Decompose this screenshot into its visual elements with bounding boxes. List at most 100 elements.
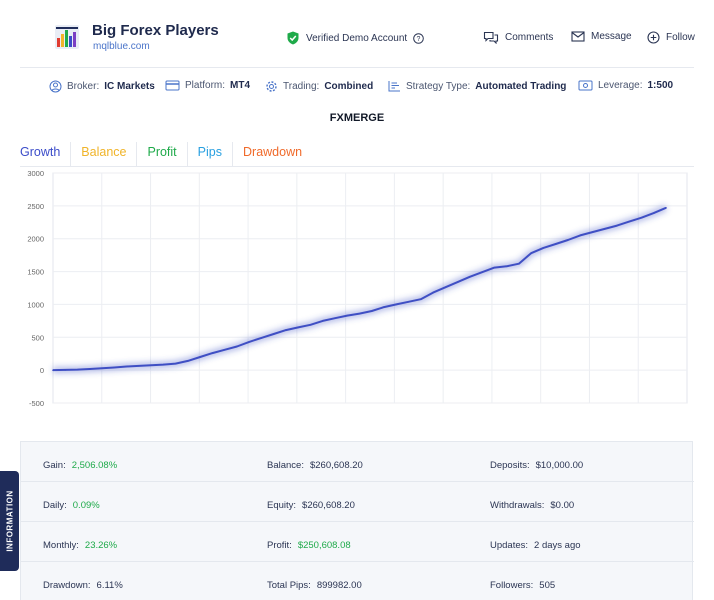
trading-label: Trading: <box>283 81 320 92</box>
tab-balance[interactable]: Balance <box>81 142 138 166</box>
withdrawals-label: Withdrawals: <box>490 500 545 511</box>
system-name: FXMERGE <box>329 112 385 124</box>
growth-data-point <box>321 320 324 322</box>
growth-data-point <box>444 286 447 289</box>
growth-data-point <box>88 368 91 370</box>
growth-data-point <box>481 271 483 274</box>
comments-label: Comments <box>505 32 554 43</box>
growth-data-point <box>603 228 606 230</box>
leverage-info: Leverage: 1:500 <box>578 80 673 91</box>
growth-data-point <box>236 345 238 348</box>
y-tick-label: 1000 <box>27 300 44 309</box>
growth-data-point <box>530 252 532 254</box>
daily-stat: Daily: 0.09% <box>43 500 100 511</box>
leverage-label: Leverage: <box>598 80 643 91</box>
growth-data-point <box>616 224 618 227</box>
growth-data-point <box>395 303 398 306</box>
growth-data-point <box>64 369 67 371</box>
drawdown-label: Drawdown: <box>43 580 91 591</box>
trading-value: Combined <box>324 81 374 92</box>
y-tick-label: 1500 <box>27 268 44 277</box>
growth-chart: -500 0 500 1000 1500 2000 2500 3000 <box>0 166 714 410</box>
header-divider <box>20 67 694 68</box>
brand-subtitle[interactable]: mqlblue.com <box>93 41 150 52</box>
growth-data-point <box>420 298 422 300</box>
growth-data-point <box>505 265 508 268</box>
plus-circle-icon <box>647 31 660 44</box>
total-pips-label: Total Pips: <box>267 580 311 591</box>
growth-data-point <box>383 306 385 308</box>
shield-check-icon <box>287 31 299 45</box>
message-button[interactable]: Message <box>571 31 632 42</box>
broker-value: IC Markets <box>104 81 155 92</box>
followers-value: 505 <box>539 580 556 591</box>
growth-data-point <box>346 314 349 317</box>
y-tick-label: 2500 <box>27 202 44 211</box>
updates-stat: Updates: 2 days ago <box>490 540 581 551</box>
chart-y-axis: -500 0 500 1000 1500 2000 2500 3000 <box>27 169 44 408</box>
growth-data-point <box>432 291 434 294</box>
help-icon[interactable]: ? <box>413 32 424 44</box>
platform-info: Platform: MT4 <box>165 80 250 91</box>
deposits-label: Deposits: <box>490 460 530 471</box>
daily-label: Daily: <box>43 500 67 511</box>
total-pips-stat: Total Pips: 899982.00 <box>267 580 362 591</box>
growth-data-point <box>309 324 312 326</box>
growth-chart-svg: -500 0 500 1000 1500 2000 2500 3000 <box>27 169 688 408</box>
growth-data-point <box>456 281 459 283</box>
strategy-label: Strategy Type: <box>406 80 471 92</box>
growth-data-point <box>297 326 300 329</box>
growth-data-point <box>542 247 545 249</box>
updates-label: Updates: <box>490 540 529 551</box>
growth-data-point <box>579 234 581 237</box>
growth-data-point <box>469 276 471 278</box>
information-side-tab[interactable]: INFORMATION <box>0 471 19 571</box>
gain-value: 2,506.08% <box>71 460 118 471</box>
follow-button[interactable]: Follow <box>647 31 695 44</box>
growth-data-point <box>567 239 569 241</box>
growth-data-point <box>652 212 655 214</box>
growth-data-point <box>334 317 336 320</box>
profit-value: $250,608.08 <box>297 540 351 551</box>
list-chart-icon <box>388 81 400 92</box>
comments-button[interactable]: Comments <box>483 31 553 44</box>
growth-data-point <box>285 329 287 331</box>
platform-value: MT4 <box>230 80 251 91</box>
tab-drawdown[interactable]: Drawdown <box>243 145 303 159</box>
series-line-glow <box>52 204 668 374</box>
growth-series-line <box>52 206 667 372</box>
tab-profit[interactable]: Profit <box>147 142 188 166</box>
broker-info: Broker: IC Markets <box>49 80 155 93</box>
growth-data-point <box>199 356 201 358</box>
info-row: Daily: 0.09% Equity: $260,608.20 Withdrawa… <box>21 482 694 522</box>
growth-data-point <box>150 364 152 367</box>
growth-data-point <box>493 266 496 269</box>
balance-label: Balance: <box>267 460 304 471</box>
envelope-icon <box>571 31 585 42</box>
followers-label: Followers: <box>490 580 534 591</box>
gear-icon <box>266 81 277 92</box>
growth-data-point <box>223 348 226 351</box>
growth-data-point <box>211 352 214 354</box>
brand-title: Big Forex Players <box>92 22 219 39</box>
growth-data-point <box>162 363 165 366</box>
withdrawals-value: $0.00 <box>550 500 575 511</box>
trading-info: Trading: Combined <box>265 80 373 93</box>
balance-stat: Balance: $260,608.20 <box>267 460 363 471</box>
tab-pips[interactable]: Pips <box>198 142 233 166</box>
verified-badge: Verified Demo Account ? <box>286 31 424 45</box>
tab-growth[interactable]: Growth <box>20 142 72 166</box>
growth-data-point <box>113 366 116 369</box>
drawdown-value: 6.11% <box>96 580 123 591</box>
information-side-tab-label: INFORMATION <box>5 490 14 552</box>
growth-data-point <box>52 369 54 371</box>
equity-stat: Equity: $260,608.20 <box>267 500 355 511</box>
growth-data-point <box>272 333 275 335</box>
y-tick-label: 500 <box>31 333 44 342</box>
strategy-info: Strategy Type: Automated Trading <box>388 80 566 92</box>
growth-data-point <box>76 368 79 371</box>
info-row: Monthly: 23.26% Profit: $250,608.08 Update… <box>21 522 694 562</box>
info-row: Gain: 2,506.08% Balance: $260,608.20 Depos… <box>21 442 694 482</box>
withdrawals-stat: Withdrawals: $0.00 <box>490 500 574 511</box>
y-tick-label: 0 <box>40 366 44 375</box>
